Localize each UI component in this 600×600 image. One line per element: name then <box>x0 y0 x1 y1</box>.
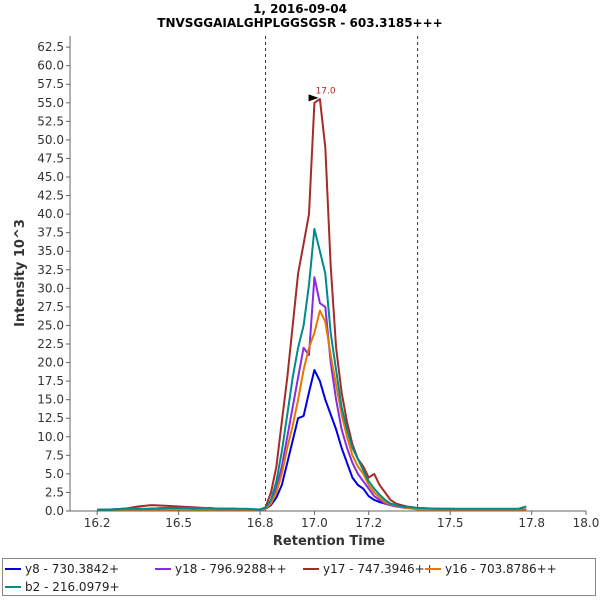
y-tick-label: 42.5 <box>37 189 64 203</box>
chart-title: 1, 2016-09-04 <box>253 2 347 16</box>
legend-item: y16 - 703.8786++ <box>425 561 557 577</box>
legend-swatch <box>425 568 441 570</box>
legend-label: y17 - 747.3946++ <box>323 562 435 576</box>
legend-swatch <box>5 586 21 588</box>
series-line <box>97 309 527 512</box>
legend-label: y18 - 796.9288++ <box>175 562 287 576</box>
y-tick-label: 10.0 <box>37 430 64 444</box>
legend-label: b2 - 216.0979+ <box>25 580 120 594</box>
series-lines <box>97 98 527 512</box>
y-tick-label: 40.0 <box>37 207 64 221</box>
y-tick-label: 62.5 <box>37 40 64 54</box>
x-tick-label: 16.2 <box>84 516 111 530</box>
y-tick-label: 27.5 <box>37 300 64 314</box>
y-tick-label: 57.5 <box>37 77 64 91</box>
y-tick-label: 52.5 <box>37 114 64 128</box>
x-tick-label: 16.8 <box>247 516 274 530</box>
y-tick-label: 5.0 <box>45 467 64 481</box>
legend: y8 - 730.3842+ y18 - 796.9288++ y17 - 747.… <box>2 558 596 596</box>
peak-annotation: 17.0 <box>308 86 336 102</box>
y-tick-label: 50.0 <box>37 133 64 147</box>
y-tick-label: 15.0 <box>37 393 64 407</box>
y-axis-ticks: 0.0 2.5 5.0 7.5 10.0 12.5 15.0 17.5 20.0 22.5 25.0… <box>37 40 70 518</box>
legend-swatch <box>155 568 171 570</box>
y-tick-label: 47.5 <box>37 151 64 165</box>
y-tick-label: 37.5 <box>37 226 64 240</box>
y-tick-label: 2.5 <box>45 485 64 499</box>
legend-label: y16 - 703.8786++ <box>445 562 557 576</box>
legend-item: b2 - 216.0979+ <box>5 579 120 595</box>
peak-marker-arrow <box>308 94 319 102</box>
x-axis-ticks: 16.2 16.5 16.8 17.0 17.2 17.5 17.8 18.0 <box>84 511 600 530</box>
legend-item: y18 - 796.9288++ <box>155 561 287 577</box>
y-tick-label: 32.5 <box>37 263 64 277</box>
x-tick-label: 17.8 <box>518 516 545 530</box>
chart-subtitle: TNVSGGAIALGHPLGGSGSR - 603.3185+++ <box>157 16 442 30</box>
y-tick-label: 12.5 <box>37 411 64 425</box>
x-tick-label: 17.2 <box>355 516 382 530</box>
y-tick-label: 60.0 <box>37 59 64 73</box>
y-axis-label: Intensity 10^3 <box>13 219 28 327</box>
y-tick-label: 20.0 <box>37 356 64 370</box>
x-tick-label: 17.5 <box>437 516 464 530</box>
y-tick-label: 0.0 <box>45 504 64 518</box>
legend-label: y8 - 730.3842+ <box>25 562 120 576</box>
series-line <box>97 228 527 511</box>
y-tick-label: 25.0 <box>37 318 64 332</box>
y-tick-label: 55.0 <box>37 96 64 110</box>
plot-area <box>70 36 586 511</box>
y-tick-label: 22.5 <box>37 337 64 351</box>
chromatogram-chart: 1, 2016-09-04 TNVSGGAIALGHPLGGSGSR - 603… <box>13 2 600 549</box>
y-tick-label: 30.0 <box>37 281 64 295</box>
legend-item: y17 - 747.3946++ <box>303 561 435 577</box>
x-tick-label: 18.0 <box>573 516 600 530</box>
y-tick-label: 35.0 <box>37 244 64 258</box>
peak-boundaries <box>265 36 419 511</box>
legend-swatch <box>5 568 21 570</box>
legend-swatch <box>303 568 319 570</box>
legend-item: y8 - 730.3842+ <box>5 561 119 577</box>
y-tick-label: 45.0 <box>37 170 64 184</box>
y-tick-label: 7.5 <box>45 448 64 462</box>
x-axis-label: Retention Time <box>273 534 385 549</box>
peak-annotation-label: 17.0 <box>316 86 336 96</box>
x-tick-label: 16.5 <box>165 516 192 530</box>
x-tick-label: 17.0 <box>301 516 328 530</box>
y-tick-label: 17.5 <box>37 374 64 388</box>
